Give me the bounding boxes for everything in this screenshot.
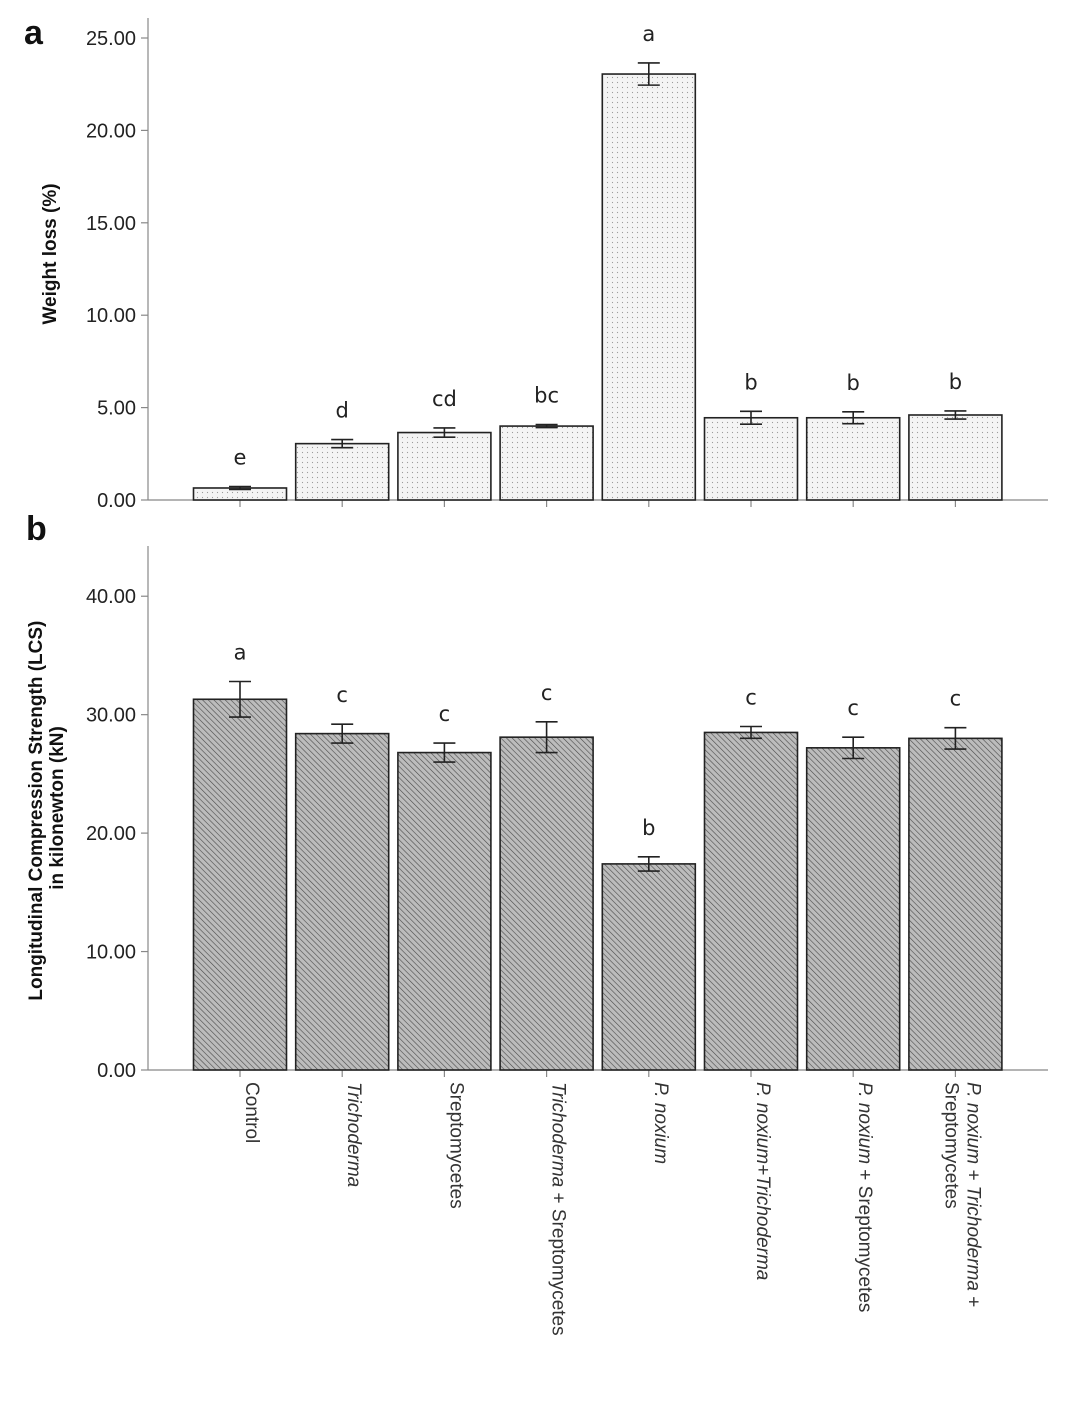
chart-b-x-tick-label: Control bbox=[241, 1082, 262, 1143]
chart-b-significance-letter: c bbox=[336, 683, 348, 707]
category-label-text: Trichoderma bbox=[343, 1082, 364, 1187]
category-label-part: P. noxium bbox=[650, 1082, 671, 1164]
chart-b-significance-letter: c bbox=[541, 681, 553, 705]
category-label-text: Sreptomycetes bbox=[445, 1082, 466, 1209]
category-label-part: Trichoderma bbox=[343, 1082, 364, 1187]
chart-a-significance-letter: a bbox=[642, 22, 655, 46]
category-label-text: Trichoderma + Sreptomycetes bbox=[548, 1082, 569, 1336]
category-label-part: + Sreptomycetes bbox=[854, 1164, 875, 1312]
category-label-text: P. noxium+Trichoderma bbox=[752, 1082, 773, 1280]
chart-a-significance-letter: bc bbox=[534, 384, 559, 408]
category-label-text: P. noxium bbox=[650, 1082, 671, 1164]
chart-b-y-tick-label: 20.00 bbox=[86, 823, 136, 845]
chart-a-significance-letter: cd bbox=[432, 387, 457, 411]
chart-b-bar bbox=[805, 747, 901, 1071]
chart-a-y-tick-label: 25.00 bbox=[86, 28, 136, 50]
category-label-part: P. noxium bbox=[854, 1082, 875, 1164]
chart-a-bar bbox=[601, 73, 697, 501]
chart-a-bar bbox=[703, 416, 799, 501]
chart-a-bar bbox=[499, 425, 594, 501]
category-label-part: Sreptomycetes bbox=[445, 1082, 466, 1209]
chart-a-y-tick-label: 20.00 bbox=[86, 120, 136, 142]
chart-b-x-tick-label: P. noxium bbox=[650, 1082, 671, 1164]
chart-b-significance-letter: c bbox=[950, 687, 962, 711]
category-label-part: + bbox=[962, 1291, 983, 1307]
chart-a-significance-letter: b bbox=[744, 370, 757, 394]
chart-b-significance-letter: b bbox=[642, 816, 655, 840]
chart-b-y-tick-label: 0.00 bbox=[97, 1060, 136, 1082]
chart-b-y-axis-title-line2: in kilonewton (kN) bbox=[47, 726, 68, 890]
chart-b-bar bbox=[294, 732, 390, 1071]
chart-a-significance-letter: e bbox=[234, 446, 247, 470]
category-label-part: Trichoderma bbox=[548, 1082, 569, 1187]
chart-b-bar bbox=[397, 751, 492, 1071]
chart-b-bar bbox=[601, 863, 697, 1071]
chart-a-significance-letter: b bbox=[847, 371, 860, 395]
chart-a-significance-letter: b bbox=[949, 370, 962, 394]
compression-strength-chart: Longitudinal Compression Strength (LCS) … bbox=[26, 546, 1048, 1336]
category-label-text: P. noxium + Sreptomycetes bbox=[854, 1082, 875, 1312]
chart-b-bar bbox=[192, 698, 288, 1071]
panel-a-label: a bbox=[24, 14, 44, 52]
chart-a-bar bbox=[805, 416, 901, 501]
category-label-part: P. noxium+Trichoderma bbox=[752, 1082, 773, 1280]
chart-b-y-tick-label: 30.00 bbox=[86, 705, 136, 727]
category-label-text: P. noxium + Trichoderma + bbox=[962, 1082, 983, 1307]
chart-a-y-tick-label: 15.00 bbox=[86, 213, 136, 235]
chart-b-x-tick-label: P. noxium + Sreptomycetes bbox=[854, 1082, 875, 1312]
chart-b-significance-letter: c bbox=[847, 696, 859, 720]
category-label-line2: Sreptomycetes bbox=[940, 1082, 961, 1209]
chart-b-y-axis-title-line1: Longitudinal Compression Strength (LCS) bbox=[26, 621, 47, 1001]
chart-b-y-tick-label: 40.00 bbox=[86, 586, 136, 608]
chart-b-significance-letter: c bbox=[439, 702, 451, 726]
chart-b-bar bbox=[703, 731, 799, 1071]
category-label-part: P. noxium + Trichoderma bbox=[962, 1082, 983, 1291]
chart-b-y-tick-label: 10.00 bbox=[86, 942, 136, 964]
chart-b-bar bbox=[499, 736, 594, 1071]
chart-b-x-tick-label: P. noxium+Trichoderma bbox=[752, 1082, 773, 1280]
category-label-part: + Sreptomycetes bbox=[548, 1187, 569, 1335]
chart-b-x-tick-label: P. noxium + Trichoderma +Sreptomycetes bbox=[940, 1082, 983, 1307]
chart-a-y-tick-label: 5.00 bbox=[97, 398, 136, 420]
panel-b-label: b bbox=[26, 510, 47, 548]
chart-a-bar bbox=[294, 442, 390, 501]
chart-b-x-tick-label: Trichoderma + Sreptomycetes bbox=[548, 1082, 569, 1336]
category-label-part: Control bbox=[241, 1082, 262, 1143]
chart-a-y-axis-title: Weight loss (%) bbox=[40, 183, 61, 324]
category-label-text: Control bbox=[241, 1082, 262, 1143]
chart-b-bar bbox=[908, 737, 1003, 1071]
chart-b-x-tick-label: Trichoderma bbox=[343, 1082, 364, 1187]
chart-b-y-axis-title: Longitudinal Compression Strength (LCS) … bbox=[26, 615, 68, 1000]
chart-a-bar bbox=[397, 431, 492, 501]
chart-b-significance-letter: c bbox=[745, 686, 757, 710]
chart-a-y-tick-label: 10.00 bbox=[86, 305, 136, 327]
chart-a-significance-letter: d bbox=[336, 399, 349, 423]
chart-b-x-tick-label: Sreptomycetes bbox=[445, 1082, 466, 1209]
chart-a-y-tick-label: 0.00 bbox=[97, 490, 136, 512]
weight-loss-chart: Weight loss (%) 0.00 5.00 10.00 15.00 20.00 2… bbox=[40, 18, 1048, 512]
chart-a-bar bbox=[908, 414, 1003, 501]
chart-b-significance-letter: a bbox=[234, 641, 247, 665]
